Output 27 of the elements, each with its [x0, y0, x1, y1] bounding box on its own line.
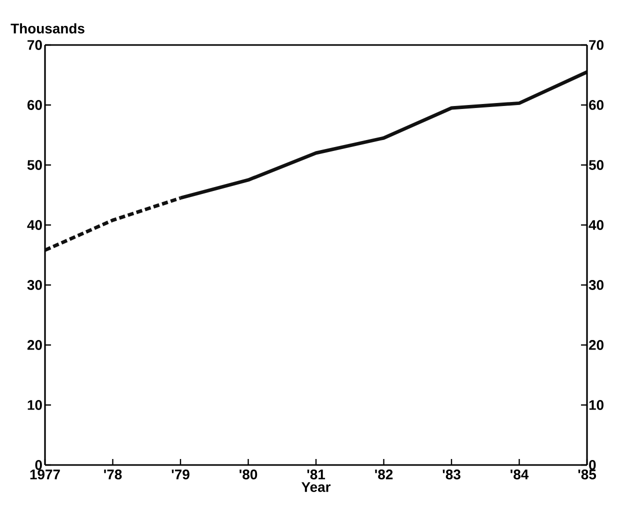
y2-tick-label: 70: [589, 40, 604, 50]
x-tick-label: '84: [510, 470, 529, 480]
y-tick-label: 10: [28, 400, 42, 410]
x-tick-label: '79: [172, 470, 190, 480]
y2-tick-label: 40: [588, 220, 604, 230]
y-tick-label: 40: [27, 220, 42, 230]
y-tick-label: 60: [27, 100, 42, 110]
y2-tick-label: 50: [588, 160, 604, 170]
x-tick-label: '83: [442, 470, 460, 480]
x-tick-label: '81: [307, 470, 326, 480]
y-axis-title: Thousands: [10, 23, 84, 34]
y-tick-label: 20: [27, 340, 42, 350]
y2-tick-label: 20: [589, 340, 604, 350]
y-tick-label: 30: [27, 280, 42, 290]
x-tick-label: '80: [240, 470, 258, 480]
x-tick-label: '82: [375, 470, 393, 480]
y2-tick-label: 10: [589, 400, 604, 410]
x-tick-label: '78: [104, 470, 122, 480]
x-axis-title: Year: [302, 482, 331, 492]
x-tick-label: '85: [578, 470, 596, 480]
y2-tick-label: 30: [588, 280, 604, 290]
y2-tick-label: 60: [589, 100, 604, 110]
y-tick-label: 70: [28, 40, 42, 50]
y-tick-label: 0: [35, 460, 42, 470]
y2-tick-label: 0: [589, 460, 596, 470]
x-tick-label: 1977: [30, 470, 60, 480]
y-tick-label: 50: [27, 160, 42, 170]
